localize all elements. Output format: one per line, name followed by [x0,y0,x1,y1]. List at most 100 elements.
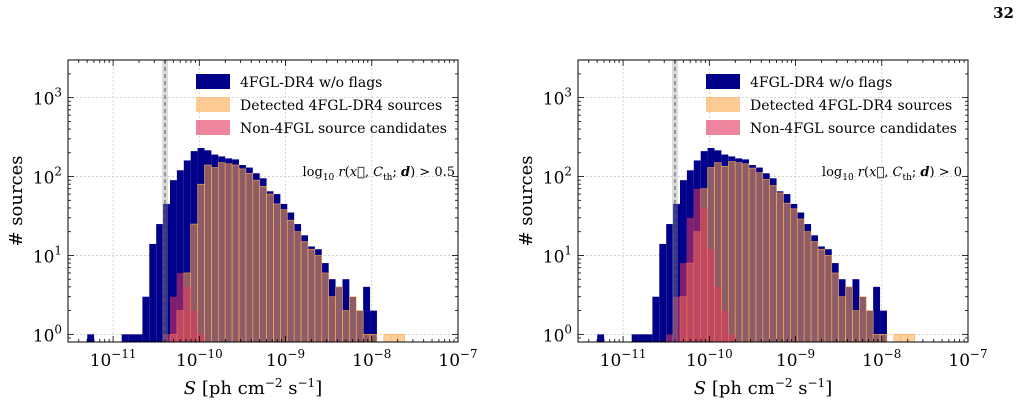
bar [873,286,881,342]
bar [727,161,736,342]
legend-swatch [196,74,230,89]
bar [390,334,398,342]
bars [87,148,405,342]
bar [176,272,184,342]
bar [721,310,729,342]
bar [217,162,226,342]
plot-frame [67,59,459,343]
y-tick-label: 100 [543,322,572,346]
y-tick-label: 103 [543,86,572,110]
bar [714,286,722,342]
bar [87,334,95,342]
ticks [577,59,969,342]
bar [686,217,694,342]
page-number: 32 [993,4,1014,22]
bar [893,334,902,342]
x-tick-label: 10−7 [438,347,477,371]
bar [342,310,350,342]
legend-label: Detected 4FGL-DR4 sources [240,98,442,114]
x-tick-label: 10−10 [176,347,223,371]
bar [142,296,150,342]
bar [880,310,887,342]
x-tick-label: 10−7 [948,347,987,371]
bar [149,243,157,342]
bar [183,160,191,342]
ticks [67,59,459,342]
bar [741,163,750,342]
bar [280,209,288,342]
bar [135,334,143,342]
bar [245,172,254,342]
bar [383,334,392,342]
bar [266,193,274,342]
bar [355,310,364,342]
bar [659,243,667,342]
x-tick-label: 10−8 [352,347,391,371]
bar [369,334,378,342]
bar [734,162,743,342]
bar [211,167,219,342]
bar [900,334,908,342]
bar [907,334,915,342]
bar [231,164,240,342]
bar [673,203,680,342]
bar [238,168,247,342]
bar [679,180,687,342]
bar [349,296,357,342]
y-axis-label: # sources [6,155,27,246]
bar [810,241,819,342]
bar [252,179,260,342]
bar [796,218,805,342]
bar [163,334,170,342]
bar [176,170,184,342]
bar [700,207,708,342]
legend-swatch [196,97,230,112]
legend-label: 4FGL-DR4 w/o flags [750,75,892,91]
bar [128,334,136,342]
x-tick-label: 10−10 [686,347,733,371]
annotation-text: log10 r(x⃗, Cth; d) > 0.5 [303,165,456,183]
bar [748,167,757,342]
bar [121,334,129,342]
bar [831,272,839,342]
bar [183,286,191,342]
bar [852,310,860,342]
bar [163,203,170,342]
bar [156,224,164,342]
bar [638,334,646,342]
bar [783,202,791,342]
bar [872,334,881,342]
bar [224,163,233,342]
legend: 4FGL-DR4 w/o flags Detected 4FGL-DR4 sour… [196,74,447,137]
bar [790,208,798,342]
bar [803,231,812,342]
bar [286,219,295,342]
x-tick-label: 10−11 [600,347,647,371]
bar [859,296,867,342]
bar [197,183,205,342]
bar [679,263,687,342]
legend-label: 4FGL-DR4 w/o flags [240,75,382,91]
bar [645,334,653,342]
series-2 [163,272,205,342]
y-tick-label: 102 [543,165,572,189]
bar [879,334,888,342]
bar [321,272,329,342]
bar [293,231,302,342]
bar [845,286,853,342]
bar [838,296,846,342]
bar [335,286,343,342]
bars [597,148,915,342]
x-tick-label: 10−9 [266,347,305,371]
bar [755,172,764,342]
bar [397,334,405,342]
legend-label: Non-4FGL source candidates [240,121,447,137]
bar [190,310,198,342]
y-tick-label: 101 [543,243,572,267]
legend-label: Non-4FGL source candidates [750,121,957,137]
y-tick-label: 102 [33,165,62,189]
bar [597,334,605,342]
annotation-text: log10 r(x⃗, Cth; d) > 0 [822,165,962,183]
bar [204,164,212,342]
histogram-left: 10−11 10−10 10−9 10−8 10−7 100 101 102 103 S [ph … [6,59,478,399]
